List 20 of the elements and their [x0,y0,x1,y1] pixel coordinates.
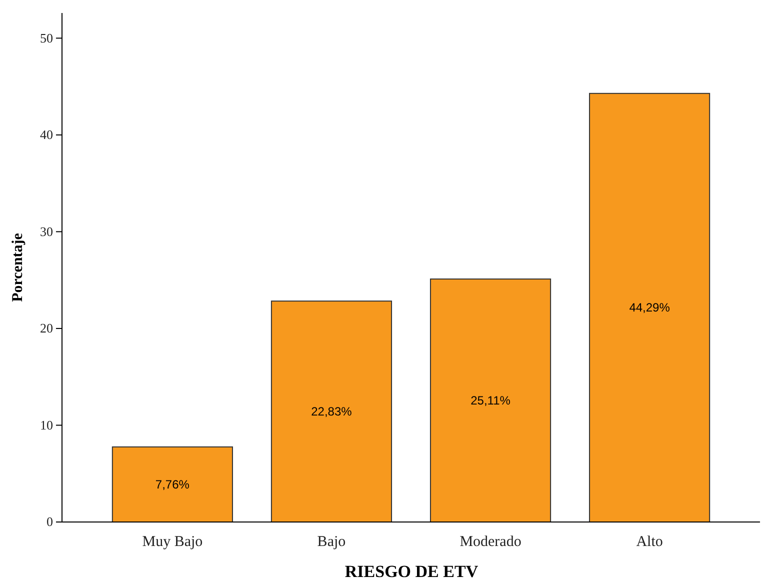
data-label: 44,29% [629,300,670,315]
bar [589,92,710,522]
x-tick-label: Bajo [317,534,346,550]
y-tick-label: 50 [40,30,53,46]
bar [430,278,552,522]
y-tick-label: 0 [46,514,53,530]
data-label: 22,83% [311,404,352,419]
y-tick-label: 20 [40,320,53,336]
y-tick-label: 40 [40,127,53,142]
data-label: 7,76% [155,477,190,492]
bar [112,446,233,522]
x-tick-label: Alto [636,534,663,550]
bar [270,300,392,522]
x-tick-label: Muy Bajo [142,534,203,550]
y-tick-label: 30 [40,224,53,239]
data-label: 25,11% [470,394,511,408]
y-tick-label: 10 [40,417,53,432]
x-axis-title: RIESGO DE ETV [344,562,479,581]
y-axis-title: Porcentaje [10,232,26,302]
x-tick-label: Moderado [460,534,522,550]
